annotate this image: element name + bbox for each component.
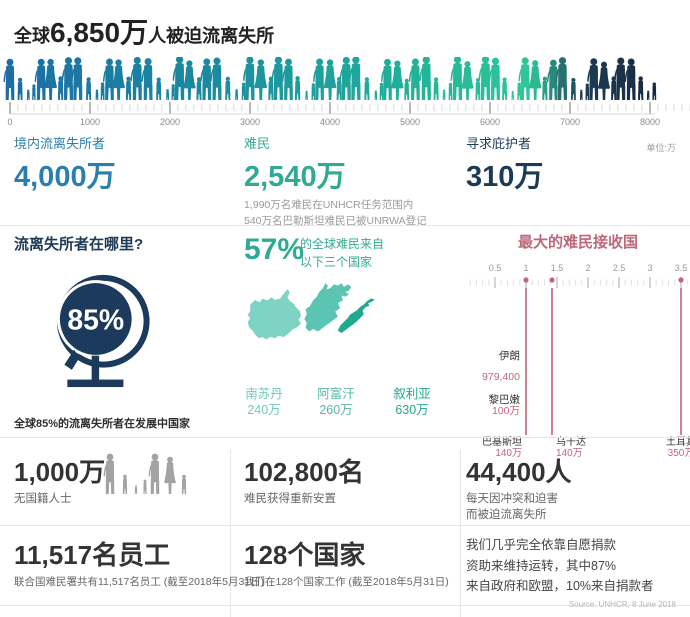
- svg-text:4000: 4000: [320, 117, 340, 127]
- svg-text:7000: 7000: [560, 117, 580, 127]
- svg-text:100万: 100万: [492, 405, 520, 417]
- svg-text:伊朗: 伊朗: [499, 350, 520, 362]
- svg-text:6000: 6000: [480, 117, 500, 127]
- svg-text:3000: 3000: [240, 117, 260, 127]
- svg-text:1000: 1000: [80, 117, 100, 127]
- svg-text:5000: 5000: [400, 117, 420, 127]
- svg-text:8000: 8000: [640, 117, 660, 127]
- svg-text:2.5: 2.5: [613, 263, 626, 273]
- svg-text:979,400: 979,400: [482, 371, 520, 383]
- svg-text:0.5: 0.5: [489, 263, 502, 273]
- svg-text:2: 2: [585, 263, 590, 273]
- svg-text:260万: 260万: [319, 403, 352, 417]
- svg-text:南苏丹: 南苏丹: [245, 386, 283, 401]
- svg-text:1: 1: [523, 263, 528, 273]
- svg-text:叙利亚: 叙利亚: [393, 387, 431, 401]
- svg-text:2000: 2000: [160, 117, 180, 127]
- svg-text:3: 3: [647, 263, 652, 273]
- svg-text:85%: 85%: [67, 304, 124, 336]
- svg-text:0: 0: [7, 117, 12, 127]
- svg-text:630万: 630万: [395, 403, 428, 417]
- svg-text:阿富汗: 阿富汗: [317, 386, 355, 401]
- svg-text:3.5: 3.5: [675, 263, 688, 273]
- svg-text:1.5: 1.5: [551, 263, 564, 273]
- svg-text:240万: 240万: [247, 403, 280, 417]
